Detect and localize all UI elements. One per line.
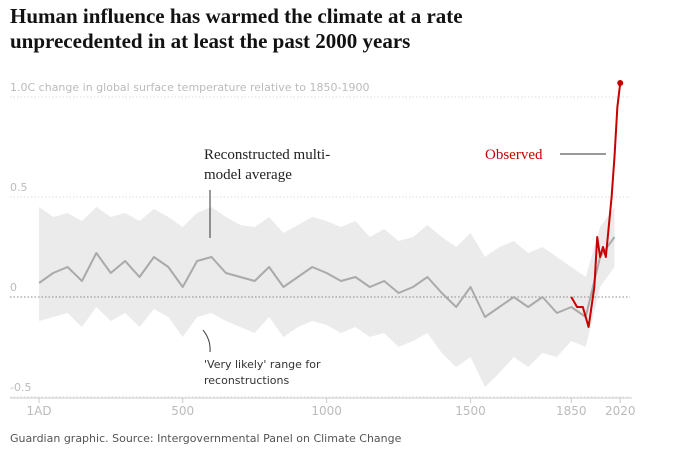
y-tick-label: -0.5 [10,381,31,394]
x-tick-label: 1AD [27,404,52,418]
y-tick-label: 0 [10,281,17,294]
x-tick-label: 1000 [311,404,342,418]
annotation: Reconstructed multi-model average [204,147,331,183]
leader [202,329,211,353]
x-tick-label: 2020 [605,404,636,418]
end-point [617,80,624,86]
x-tick-label: 1850 [556,404,587,418]
annotation: 'Very likely' range for reconstructions [204,358,321,387]
source: Guardian graphic. Source: Intergovernmen… [10,432,402,445]
x-tick-label: 500 [171,404,194,418]
annotation: Observed [485,147,543,163]
line [38,236,616,318]
range-area [39,207,615,387]
y-tick-label: 0.5 [10,181,28,194]
chart-title: Human influence has warmed the climate a… [10,4,463,53]
y-tick-label: 1.0C change in global surface temperatur… [10,81,370,94]
line [570,82,622,328]
x-tick-label: 1500 [455,404,486,418]
